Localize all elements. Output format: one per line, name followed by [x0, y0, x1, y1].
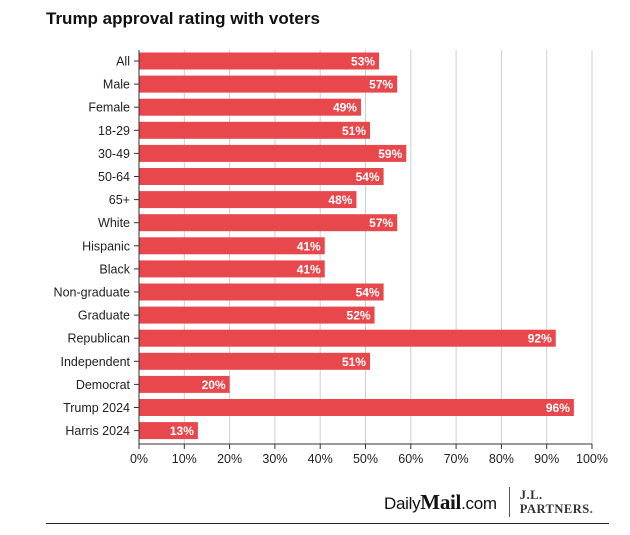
- bar-hispanic: [139, 237, 325, 255]
- category-label: Female: [88, 101, 130, 115]
- bar-value-label: 13%: [170, 424, 194, 438]
- category-label: 30-49: [98, 147, 130, 161]
- bar-black: [139, 260, 325, 278]
- bar-chart: 0% 10% 20% 30% 40% 50% 60% 70% 80% 90% 100% All 53% M…: [54, 50, 608, 466]
- category-label: Black: [99, 262, 130, 276]
- x-tick-label: 50%: [353, 452, 378, 466]
- bar-value-label: 41%: [297, 239, 321, 253]
- x-tick-label: 80%: [489, 452, 514, 466]
- bar-18-29: [139, 121, 371, 139]
- bar-65-: [139, 191, 357, 209]
- bar-value-label: 53%: [351, 55, 375, 69]
- category-label: Trump 2024: [63, 401, 130, 415]
- bar-harris-2024: [139, 422, 198, 440]
- bar-white: [139, 214, 398, 232]
- bar-value-label: 48%: [328, 193, 352, 207]
- category-label: Harris 2024: [65, 424, 130, 438]
- bar-value-label: 41%: [297, 262, 321, 276]
- bar-trump-2024: [139, 399, 574, 416]
- bar-value-label: 52%: [347, 309, 371, 323]
- bar-value-label: 49%: [333, 101, 357, 115]
- category-label: 50-64: [98, 170, 130, 184]
- bar-democrat: [139, 375, 230, 393]
- category-label: Hispanic: [82, 239, 130, 253]
- category-label: Non-graduate: [54, 286, 130, 300]
- category-label: 18-29: [98, 124, 130, 138]
- x-tick-label: 20%: [217, 452, 242, 466]
- x-tick-label: 60%: [398, 452, 423, 466]
- category-label: Republican: [67, 332, 130, 346]
- category-label: Graduate: [78, 309, 130, 323]
- bar-value-label: 54%: [356, 286, 380, 300]
- bar-independent: [139, 352, 371, 370]
- category-label: 65+: [109, 193, 130, 207]
- bar-graduate: [139, 306, 375, 324]
- bar-30-49: [139, 144, 407, 162]
- category-label: Male: [103, 78, 130, 92]
- bar-value-label: 51%: [342, 355, 366, 369]
- x-tick-label: 0%: [130, 452, 148, 466]
- x-tick-label: 30%: [262, 452, 287, 466]
- x-tick-label: 40%: [308, 452, 333, 466]
- jl-partners-logo: J.L. PARTNERS.: [519, 488, 594, 516]
- bar-50-64: [139, 168, 384, 185]
- daily-mail-logo: DailyMail.com: [384, 489, 497, 514]
- bar-republican: [139, 329, 556, 347]
- x-tick-label: 100%: [576, 452, 608, 466]
- bar-value-label: 54%: [356, 170, 380, 184]
- x-tick-label: 70%: [444, 452, 469, 466]
- bar-value-label: 51%: [342, 124, 366, 138]
- category-label: Independent: [60, 355, 130, 369]
- category-label: White: [98, 216, 130, 230]
- category-label: All: [116, 55, 130, 69]
- bar-value-label: 20%: [202, 378, 226, 392]
- x-tick-label: 10%: [172, 452, 197, 466]
- chart-title: Trump approval rating with voters: [46, 9, 320, 28]
- bar-value-label: 92%: [528, 332, 552, 346]
- logo-divider: [508, 487, 510, 517]
- x-tick-label: 90%: [534, 452, 559, 466]
- bar-non-graduate: [139, 283, 384, 301]
- bottom-rule: [46, 523, 609, 524]
- bar-female: [139, 98, 361, 116]
- category-label: Democrat: [76, 378, 131, 392]
- bar-male: [139, 75, 398, 93]
- bar-value-label: 57%: [369, 216, 393, 230]
- publisher-logos: DailyMail.com J.L. PARTNERS.: [384, 487, 593, 517]
- bar-value-label: 59%: [378, 147, 402, 161]
- bar-value-label: 96%: [546, 401, 570, 415]
- bar-all: [139, 52, 380, 70]
- bar-value-label: 57%: [369, 78, 393, 92]
